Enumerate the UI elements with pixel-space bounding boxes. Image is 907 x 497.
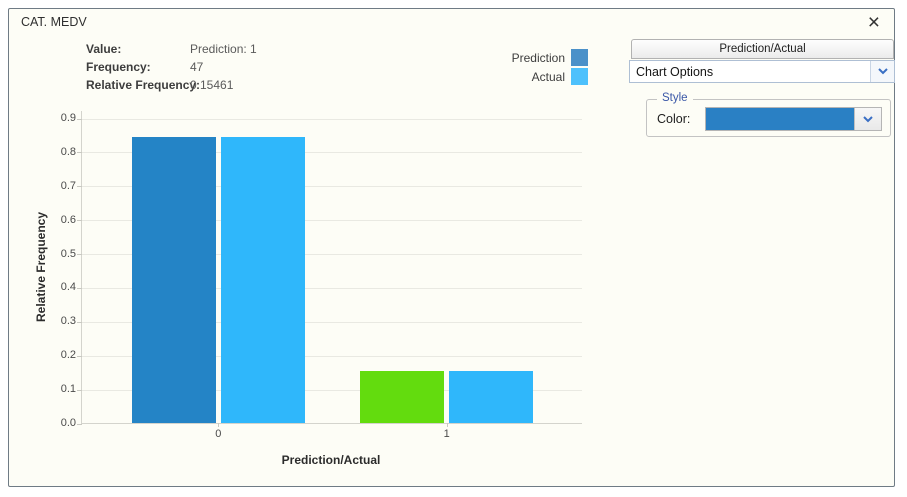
y-axis-title: Relative Frequency [34,211,48,323]
chevron-down-icon[interactable] [854,108,881,130]
color-label: Color: [657,112,691,126]
color-row: Color: [647,100,890,136]
y-gridline [82,287,582,289]
y-tick [77,152,82,154]
bar-prediction-0[interactable] [131,136,216,423]
dialog-window: CAT. MEDV × Value: Prediction: 1 Frequen… [8,8,895,487]
y-tick-label: 0.6 [60,213,76,226]
legend: Prediction Actual [464,49,588,87]
y-tick-label: 0.5 [60,247,76,260]
plot-area: 0.0 0.1 0.2 0.3 0.4 0.5 0.6 0.7 0.8 0.9 0 1 [61,111,582,440]
y-tick [77,355,82,357]
y-tick [77,321,82,323]
legend-entry-actual: Actual [464,68,588,85]
close-icon[interactable]: × [867,11,880,34]
y-gridline [82,186,582,188]
x-tick-label: 1 [443,428,450,440]
bar-actual-0[interactable] [220,136,305,423]
legend-label: Actual [531,69,565,84]
info-value: Prediction: 1 [190,42,257,56]
info-panel: Value: Prediction: 1 Frequency: 47 Relat… [86,40,257,94]
legend-entry-prediction: Prediction [464,49,588,66]
legend-label: Prediction [511,50,565,65]
y-tick-label: 0.4 [60,281,76,294]
y-tick-label: 0.1 [60,383,76,396]
y-gridline [82,220,582,222]
x-tick [218,423,220,427]
y-tick-label: 0.3 [60,315,76,328]
y-tick-label: 0.2 [60,349,76,362]
y-gridline [82,389,582,391]
legend-swatch [571,49,588,66]
info-label: Relative Frequency: [86,78,201,92]
prediction-actual-tab-button[interactable]: Prediction/Actual [631,39,894,59]
window-title: CAT. MEDV [21,15,87,29]
info-row-relative-frequency: Relative Frequency: 0.15461 [86,76,257,94]
y-tick [77,118,82,120]
x-tick-label: 0 [215,428,222,440]
y-gridline [82,321,582,323]
style-groupbox: Style Color: [646,92,891,137]
info-value: 47 [190,60,204,74]
y-tick-label: 0.7 [60,179,76,192]
chart-options-value: Chart Options [636,64,714,79]
x-axis-title: Prediction/Actual [281,453,381,467]
style-groupbox-label: Style [657,92,693,104]
info-row-frequency: Frequency: 47 [86,58,257,76]
y-tick [77,186,82,188]
y-tick-label: 0.8 [60,145,76,158]
y-gridline [82,355,582,357]
y-gridline [82,118,582,120]
legend-swatch [571,68,588,85]
x-tick [446,423,448,427]
y-gridline [82,254,582,256]
y-tick [77,220,82,222]
bar-prediction-1[interactable] [360,370,445,423]
y-tick-label: 0.9 [60,112,76,124]
info-label: Value: [86,42,122,56]
color-value-swatch [706,108,854,130]
y-tick-label: 0.0 [60,417,76,429]
chevron-down-icon[interactable] [870,61,894,82]
y-tick [77,254,82,256]
y-gridline [82,152,582,154]
color-dropdown[interactable] [705,107,882,131]
chart-options-dropdown[interactable]: Chart Options [629,60,895,83]
y-tick [77,423,82,425]
info-row-value: Value: Prediction: 1 [86,40,257,58]
y-tick [77,287,82,289]
y-tick [77,389,82,391]
bar-actual-1[interactable] [449,370,534,423]
info-value: 0.15461 [190,78,234,92]
info-label: Frequency: [86,60,151,74]
